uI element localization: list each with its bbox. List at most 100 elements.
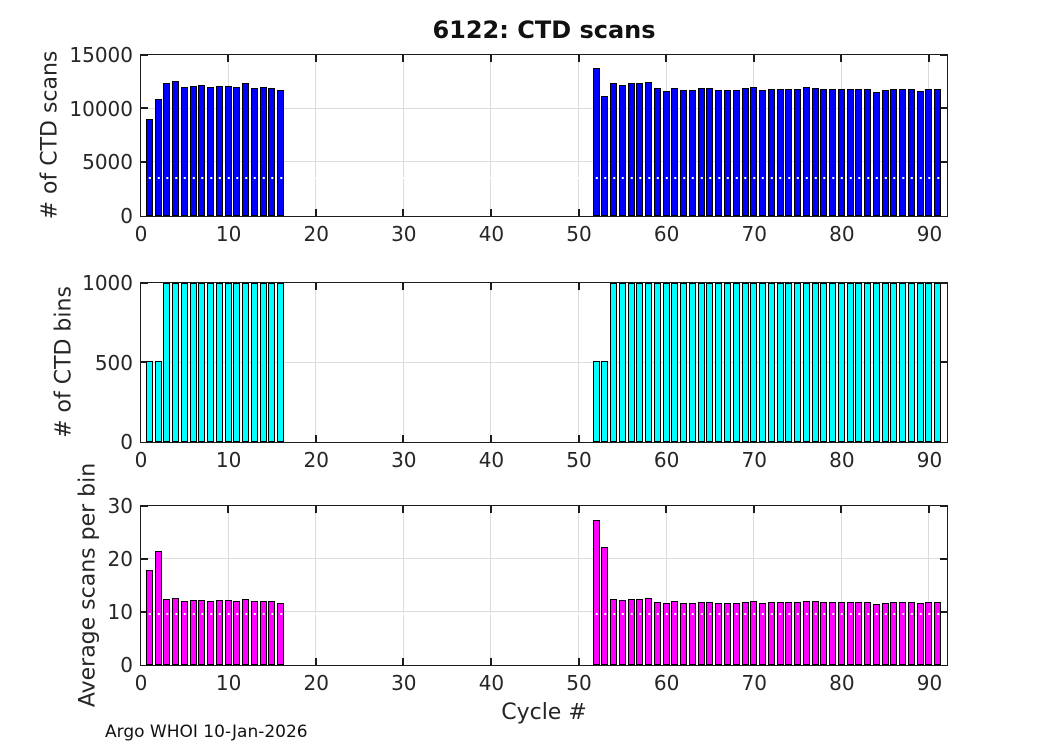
bar	[759, 89, 767, 216]
x-tick-label: 20	[303, 671, 329, 695]
bar	[618, 282, 626, 442]
bar	[837, 601, 845, 665]
bar	[811, 87, 819, 216]
grid-dots-overlay	[140, 612, 947, 615]
tick-mark	[489, 505, 492, 513]
tick-mark	[577, 208, 580, 216]
tick-mark	[227, 54, 230, 62]
bar	[907, 88, 915, 216]
bar	[189, 600, 197, 665]
y-axis-label-ctd-scans: # of CTD scans	[37, 50, 63, 220]
x-tick-label: 40	[478, 222, 505, 246]
v-gridline	[665, 505, 667, 665]
x-tick-label: 30	[391, 222, 417, 246]
bar	[662, 282, 670, 442]
bar	[653, 282, 661, 442]
bar	[653, 88, 661, 216]
v-gridline	[315, 282, 317, 442]
bar	[189, 85, 197, 216]
bar	[662, 91, 670, 216]
tick-mark	[939, 53, 947, 56]
bar	[916, 603, 924, 665]
bar	[750, 600, 758, 665]
bar	[723, 602, 731, 665]
bar	[671, 282, 679, 442]
bar	[767, 89, 775, 216]
x-tick-label: 50	[566, 671, 592, 695]
bar	[872, 92, 880, 216]
bar	[215, 86, 223, 216]
bar	[776, 282, 784, 442]
tick-mark	[140, 504, 148, 507]
bar	[785, 88, 793, 216]
tick-mark	[840, 505, 843, 513]
bar	[846, 88, 854, 216]
bar	[794, 89, 802, 216]
bar	[242, 599, 250, 665]
x-tick-label: 90	[916, 448, 943, 472]
tick-mark	[577, 434, 580, 442]
bar	[890, 601, 898, 665]
x-tick-label: 70	[741, 448, 767, 472]
tick-mark	[665, 54, 668, 62]
v-gridline	[490, 282, 492, 442]
x-tick-label: 30	[391, 671, 417, 695]
bar	[785, 282, 793, 442]
bar	[250, 601, 258, 665]
bar	[277, 602, 285, 665]
bar	[242, 282, 250, 442]
y-tick-label: 500	[94, 350, 133, 375]
bar	[627, 82, 635, 216]
bar	[864, 89, 872, 216]
y-tick-label: 1000	[82, 271, 133, 295]
tick-mark	[227, 505, 230, 513]
bar	[688, 602, 696, 665]
v-gridline	[578, 54, 580, 216]
bar	[916, 91, 924, 216]
bar	[250, 282, 258, 442]
tick-mark	[314, 505, 317, 513]
bar	[198, 84, 206, 216]
bar	[189, 282, 197, 442]
tick-mark	[314, 54, 317, 62]
ctd-scans-chart	[139, 53, 948, 217]
bar	[145, 361, 153, 442]
bar	[259, 282, 267, 442]
v-gridline	[227, 505, 229, 665]
bar	[925, 89, 933, 216]
bar	[224, 86, 232, 216]
tick-mark	[314, 657, 317, 665]
h-gridline	[140, 361, 947, 363]
tick-mark	[314, 282, 317, 290]
avg-scans-per-bin-chart	[139, 504, 948, 666]
bar	[767, 601, 775, 665]
bar	[715, 282, 723, 442]
bar	[601, 361, 609, 442]
h-gridline	[140, 161, 947, 163]
bar	[741, 601, 749, 665]
y-tick-label: 10	[107, 600, 133, 624]
bar	[627, 598, 635, 665]
bar	[811, 282, 819, 442]
bar	[802, 282, 810, 442]
tick-mark	[140, 610, 148, 613]
tick-mark	[489, 208, 492, 216]
grid-dots-overlay	[140, 176, 947, 179]
v-gridline	[490, 505, 492, 665]
tick-mark	[577, 505, 580, 513]
bar	[233, 282, 241, 442]
y-tick-label: 0	[120, 204, 133, 228]
bar	[154, 550, 162, 665]
bar	[610, 282, 618, 442]
bar	[277, 90, 285, 216]
bar	[767, 282, 775, 442]
bar	[872, 282, 880, 442]
figure-title: 6122: CTD scans	[432, 16, 656, 44]
bar	[759, 282, 767, 442]
x-tick-label: 80	[829, 222, 855, 246]
tick-mark	[489, 434, 492, 442]
x-tick-label: 80	[829, 448, 855, 472]
x-tick-label: 10	[215, 671, 242, 695]
x-tick-label: 50	[566, 448, 592, 472]
